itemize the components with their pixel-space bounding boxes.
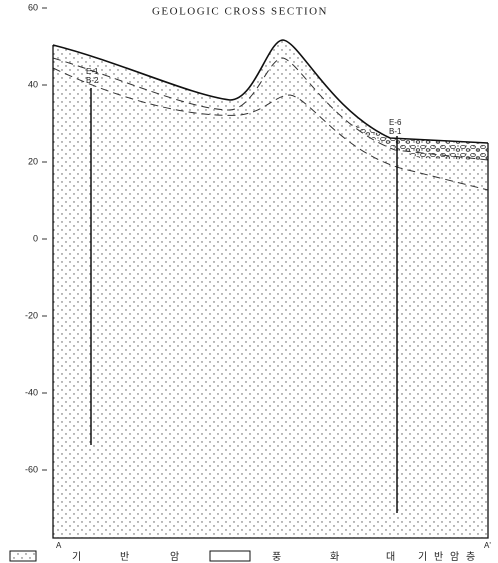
section-end: A'	[484, 541, 491, 550]
legend-label: 암	[170, 551, 179, 563]
legend-label: 층	[466, 551, 475, 563]
tick-label: 20	[28, 156, 38, 166]
legend-label: 풍	[272, 551, 281, 563]
legend-label: 대	[386, 551, 395, 563]
legend	[9, 550, 251, 562]
borehole-sublabel: B-2	[86, 76, 99, 85]
tick-label: 60	[28, 2, 38, 12]
tick-label: -40	[25, 387, 38, 397]
axis: 60 40 20 0 -20 -40 -60	[25, 2, 47, 474]
section	[52, 39, 489, 539]
borehole-label: E-6	[389, 118, 402, 127]
borehole-label: E-1	[86, 67, 99, 76]
tick-label: -20	[25, 310, 38, 320]
tick-label: -60	[25, 464, 38, 474]
legend-label: 기	[72, 551, 81, 563]
legend-label: 기	[418, 551, 427, 563]
legend-label: 암	[450, 551, 459, 563]
section-end: A	[56, 541, 62, 550]
legend-label: 반	[434, 551, 443, 563]
tick-label: 0	[33, 233, 38, 243]
legend-label: 화	[330, 551, 339, 563]
title: GEOLOGIC CROSS SECTION	[152, 6, 328, 18]
legend-label: 반	[120, 551, 129, 563]
tick-label: 40	[28, 79, 38, 89]
borehole-sublabel: B-1	[389, 127, 402, 136]
